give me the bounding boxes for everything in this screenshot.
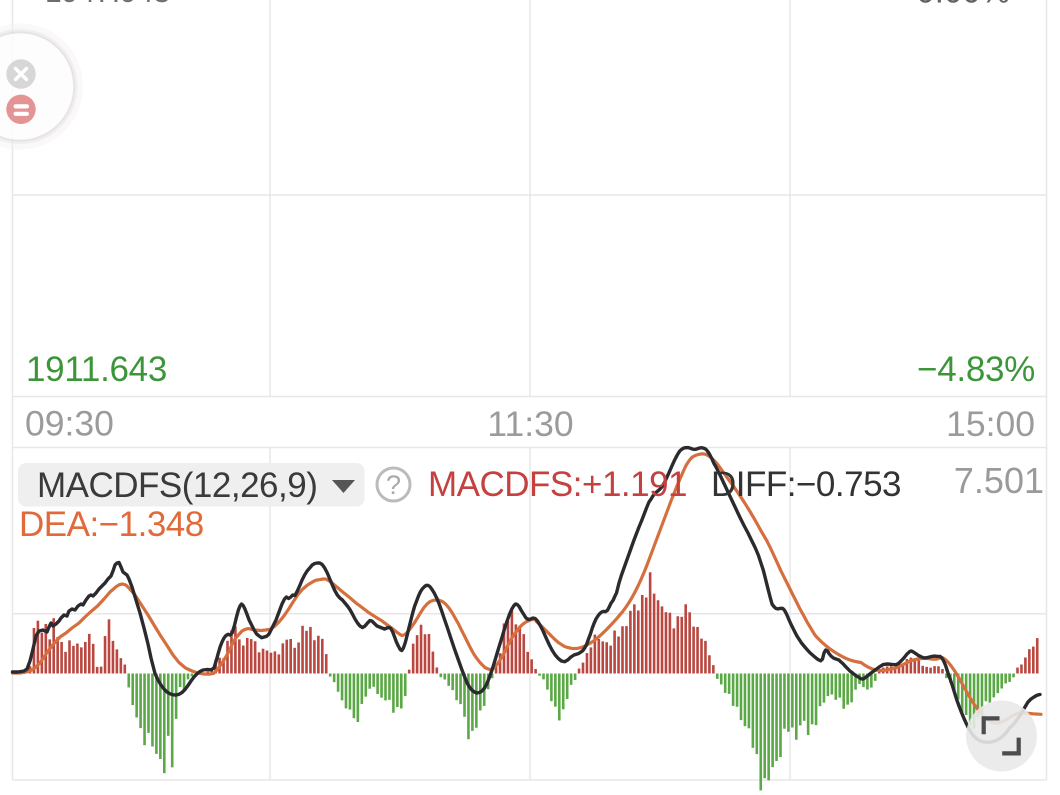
svg-text:DIFF:−0.753: DIFF:−0.753 (711, 465, 901, 504)
svg-text:0.00%: 0.00% (916, 0, 1010, 10)
svg-text:1911.643: 1911.643 (26, 350, 167, 389)
svg-text:MACDFS(12,26,9): MACDFS(12,26,9) (37, 466, 317, 505)
svg-text:?: ? (386, 470, 401, 500)
svg-text:MACDFS:+1.191: MACDFS:+1.191 (428, 465, 687, 504)
svg-text:−4.83%: −4.83% (917, 350, 1035, 389)
svg-text:1947.943: 1947.943 (45, 0, 170, 9)
svg-text:09:30: 09:30 (25, 404, 114, 444)
svg-text:15:00: 15:00 (946, 404, 1035, 444)
svg-text:7.501: 7.501 (954, 460, 1044, 501)
svg-text:11:30: 11:30 (487, 404, 573, 444)
svg-text:DEA:−1.348: DEA:−1.348 (19, 505, 204, 544)
